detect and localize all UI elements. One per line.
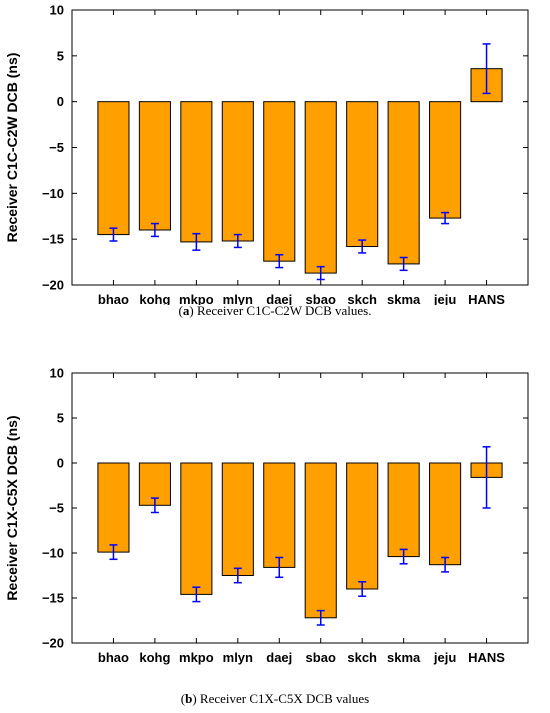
caption-b-letter: b: [185, 691, 193, 706]
error-bar-daej: [275, 254, 284, 269]
bar-daej: [263, 462, 296, 568]
bar-bhao: [97, 462, 130, 553]
y-tick-label: 10: [50, 3, 64, 18]
bar-kohg: [138, 101, 171, 231]
x-tick-label-jeju: jeju: [433, 650, 456, 665]
error-bar-HANS: [482, 446, 491, 509]
x-tick-label-kohg: kohg: [139, 292, 170, 305]
bar-bhao: [97, 101, 130, 236]
error-bar-mkpo: [192, 586, 201, 603]
x-tick-label-kohg: kohg: [139, 650, 170, 665]
x-tick-label-sbao: sbao: [306, 292, 336, 305]
error-bar-daej: [275, 556, 284, 579]
error-bar-kohg: [150, 222, 159, 238]
x-tick-label-HANS: HANS: [468, 292, 505, 305]
caption-b: (b) Receiver C1X-C5X DCB values: [180, 691, 370, 706]
y-tick-label: −10: [42, 186, 64, 201]
bar-skch: [346, 462, 379, 590]
x-tick-label-mkpo: mkpo: [179, 650, 214, 665]
error-bar-sbao: [316, 265, 325, 281]
caption-b-text: Receiver C1X-C5X DCB values: [199, 691, 370, 706]
bar-skch: [346, 101, 379, 247]
error-bar-skma: [399, 256, 408, 272]
x-tick-label-skch: skch: [347, 292, 377, 305]
error-bar-skch: [358, 239, 367, 254]
y-tick-label: −20: [42, 636, 64, 651]
x-tick-label-bhao: bhao: [98, 650, 129, 665]
error-bar-bhao: [109, 544, 118, 561]
y-tick-label: 5: [57, 48, 64, 63]
bar-jeju: [429, 101, 462, 219]
bar-skma: [387, 101, 420, 265]
y-axis-title: Receiver C1C-C2W DCB (ns): [4, 53, 20, 243]
x-tick-label-sbao: sbao: [306, 650, 336, 665]
x-tick-label-skch: skch: [347, 650, 377, 665]
y-tick-label: −5: [49, 140, 64, 155]
x-tick-label-mlyn: mlyn: [223, 292, 253, 305]
error-bar-kohg: [150, 497, 159, 514]
x-tick-label-daej: daej: [266, 650, 292, 665]
y-tick-label: 5: [57, 411, 64, 426]
error-bar-HANS: [482, 43, 491, 95]
x-tick-label-mkpo: mkpo: [179, 292, 214, 305]
y-tick-label: −15: [42, 591, 64, 606]
x-tick-label-skma: skma: [387, 650, 421, 665]
bar-mlyn: [221, 462, 254, 576]
bar-mkpo: [180, 462, 213, 595]
x-tick-label-skma: skma: [387, 292, 421, 305]
error-bar-mkpo: [192, 232, 201, 251]
bar-skma: [387, 462, 420, 558]
y-tick-label: −5: [49, 501, 64, 516]
error-bar-bhao: [109, 227, 118, 242]
caption-a: (a) Receiver C1C-C2W DCB values.: [178, 303, 372, 318]
y-tick-label: 10: [50, 366, 64, 381]
x-tick-label-HANS: HANS: [468, 650, 505, 665]
error-bar-jeju: [441, 211, 450, 225]
y-tick-label: −10: [42, 546, 64, 561]
bar-sbao: [304, 101, 337, 274]
caption-a-letter: a: [182, 303, 190, 318]
y-tick-label: 0: [57, 94, 64, 109]
x-tick-label-bhao: bhao: [98, 292, 129, 305]
y-tick-label: 0: [57, 456, 64, 471]
error-bar-skch: [358, 581, 367, 597]
caption-a-text: Receiver C1C-C2W DCB values.: [196, 303, 372, 318]
bar-daej: [263, 101, 296, 262]
bar-mkpo: [180, 101, 213, 243]
y-tick-label: −20: [42, 278, 64, 293]
x-tick-label-mlyn: mlyn: [223, 650, 253, 665]
error-bar-mlyn: [233, 233, 242, 249]
y-tick-label: −15: [42, 232, 64, 247]
error-bar-jeju: [441, 556, 450, 573]
bar-mlyn: [221, 101, 254, 242]
error-bar-skma: [399, 548, 408, 565]
y-axis-title: Receiver C1X-C5X DCB (ns): [4, 415, 20, 600]
error-bar-mlyn: [233, 567, 242, 584]
x-tick-label-daej: daej: [266, 292, 292, 305]
error-bar-sbao: [316, 609, 325, 626]
bar-jeju: [429, 462, 462, 566]
x-tick-label-jeju: jeju: [433, 292, 456, 305]
bar-sbao: [304, 462, 337, 619]
